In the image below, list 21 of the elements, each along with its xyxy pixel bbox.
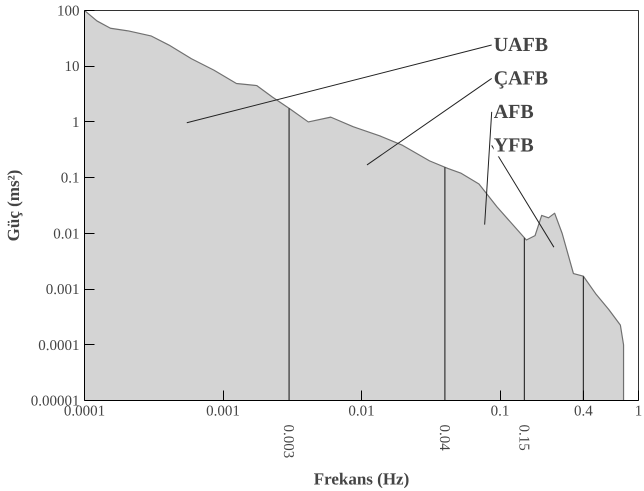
- annotation: YFB: [494, 134, 534, 156]
- x-axis-title: Frekans (Hz): [314, 469, 410, 488]
- y-tick-label: 0.1: [60, 170, 80, 187]
- annotation: ÇAFB: [494, 67, 548, 90]
- y-tick-label: 0.01: [53, 226, 80, 242]
- y-tick-label: 0.001: [46, 282, 80, 298]
- ref-line-label: 0.04: [436, 424, 452, 452]
- ref-line-label: 0.15: [515, 424, 532, 451]
- annotation: AFB: [494, 100, 534, 123]
- y-axis-title: Güç (ms²): [4, 170, 23, 242]
- x-tick-label: 0.1: [490, 404, 510, 420]
- x-tick-label: 1: [634, 404, 642, 420]
- y-tick-label: 100: [57, 4, 80, 20]
- y-tick-label: 10: [64, 59, 80, 76]
- x-tick-label: 0.4: [574, 404, 594, 420]
- annotation: UAFB: [494, 34, 548, 56]
- x-tick-label: 0.01: [348, 404, 375, 420]
- x-tick-label: 0.001: [206, 404, 240, 420]
- y-tick-label: 1: [72, 114, 80, 131]
- y-tick-label: 0.0001: [38, 338, 80, 354]
- ref-line-label: 0.003: [280, 424, 296, 458]
